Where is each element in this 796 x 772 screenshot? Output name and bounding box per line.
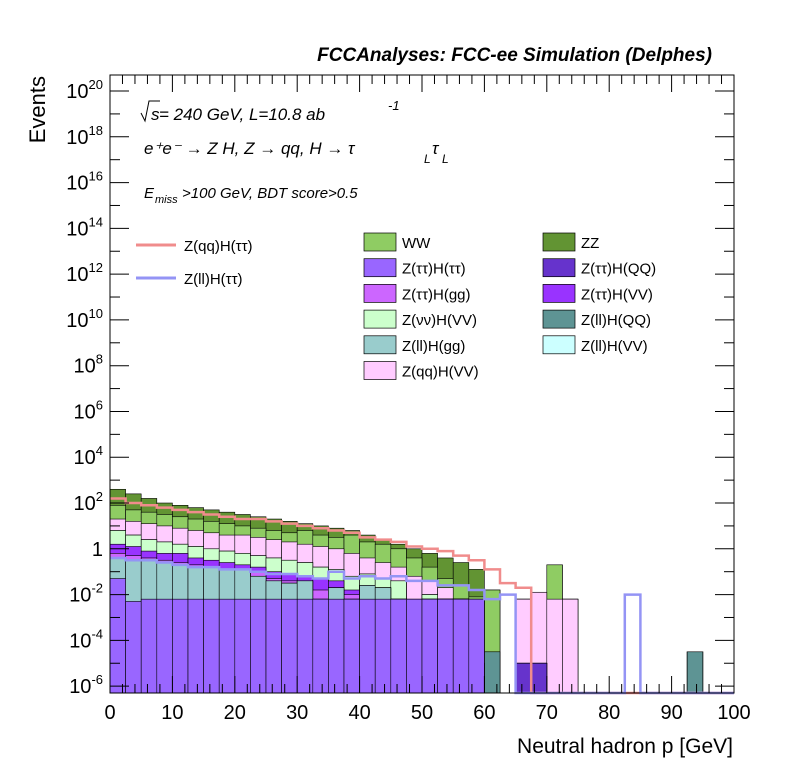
legend-fill-swatch xyxy=(542,284,576,303)
y-tick-label: 108 xyxy=(74,352,103,378)
legend-fill-swatch xyxy=(363,258,397,278)
stack-bar xyxy=(343,598,360,694)
y-tick-label: 106 xyxy=(74,397,103,423)
y-tick-label: 1 xyxy=(92,539,103,561)
legend-fill-swatch xyxy=(363,232,397,252)
annotation-lumi-exponent: -1 xyxy=(388,98,400,113)
legend-fill-swatch xyxy=(363,361,397,380)
x-tick-label: 80 xyxy=(598,702,620,724)
y-tick-label: 102 xyxy=(74,489,103,515)
stack-bar xyxy=(484,651,501,694)
y-tick-label: 1010 xyxy=(66,306,103,332)
stack-bar xyxy=(156,598,173,694)
stacked-histograms xyxy=(109,488,704,694)
legend-fill-label: WW xyxy=(402,235,431,252)
stack-bar xyxy=(234,598,251,694)
y-tick-label: 1020 xyxy=(66,77,103,103)
legend-fill-label: Z(qq)H(VV) xyxy=(402,364,479,381)
stack-bar xyxy=(203,598,220,694)
x-tick-label: 40 xyxy=(348,702,370,724)
y-tick-label: 1018 xyxy=(66,123,103,149)
x-tick-label: 0 xyxy=(104,702,115,724)
annotation-process-text: e⁺e⁻ → Z H, Z → qq, H → τ xyxy=(144,139,356,158)
stack-bar xyxy=(125,601,142,694)
x-tick-label: 30 xyxy=(286,702,308,724)
stack-bar xyxy=(562,598,579,694)
annotation-energy-text: = 240 GeV, L=10.8 ab xyxy=(159,105,325,124)
annotation-selection-text: >100 GeV, BDT score>0.5 xyxy=(182,185,358,202)
legend-fill-label: Z(ττ)H(VV) xyxy=(581,286,653,303)
stack-bar xyxy=(686,651,704,694)
legend-line-label: Z(qq)H(ττ) xyxy=(184,238,253,255)
legend-fill-swatch xyxy=(542,232,576,252)
stack-bar xyxy=(109,578,126,694)
stack-bar xyxy=(374,598,392,694)
y-tick-label: 10-6 xyxy=(69,672,103,698)
axis-ticks: 0 10 20 30 40 50 60 70 80 90 10010-610-410-2110210… xyxy=(66,75,751,724)
stack-bar xyxy=(218,598,236,694)
annotation-emiss-subscript: miss xyxy=(155,194,178,206)
stack-bar xyxy=(172,598,189,694)
y-tick-label: 1012 xyxy=(66,260,103,286)
chart-title: FCCAnalyses: FCC-ee Simulation (Delphes) xyxy=(317,45,712,66)
stack-bar xyxy=(281,598,298,694)
x-tick-label: 10 xyxy=(161,702,183,724)
legend-fill-label: Z(νν)H(VV) xyxy=(402,312,477,329)
stack-bar xyxy=(437,598,454,694)
stack-bar xyxy=(468,598,485,694)
stack-bar xyxy=(296,598,314,694)
annotation-process: e⁺e⁻ → Z H, Z → qq, H → τ L τ L xyxy=(144,139,449,166)
stack-bar xyxy=(250,598,267,694)
y-tick-label: 104 xyxy=(74,443,103,469)
legend-fill-swatch xyxy=(363,284,397,303)
legend-fill-label: Z(ττ)H(QQ) xyxy=(581,261,656,278)
y-tick-label: 1014 xyxy=(66,214,103,240)
x-tick-label: 90 xyxy=(660,702,682,724)
legend-fill-label: Z(ττ)H(ττ) xyxy=(402,261,466,278)
x-axis-label: Neutral hadron p [GeV] xyxy=(517,735,733,758)
x-tick-label: 100 xyxy=(717,702,750,724)
legend-fill-swatch xyxy=(542,258,576,278)
annotation-energy-lumi: s = 240 GeV, L=10.8 ab -1 xyxy=(140,98,400,124)
annotation-tau1-subscript: L xyxy=(424,152,431,166)
legend-fill-swatch xyxy=(363,309,397,329)
stack-bar xyxy=(359,598,376,694)
legend: Z(qq)H(ττ) Z(ll)H(ττ) WW ZZ Z(ττ)H(ττ) Z(ττ)H… xyxy=(136,232,656,381)
annotation-tau2-subscript: L xyxy=(442,152,449,166)
y-tick-label: 1016 xyxy=(66,169,103,195)
stack-bar xyxy=(328,598,345,694)
legend-fill-swatch xyxy=(363,335,397,355)
stack-bar xyxy=(406,598,423,694)
stack-bar xyxy=(140,598,158,694)
legend-line-label: Z(ll)H(ττ) xyxy=(184,271,243,288)
stack-bar xyxy=(421,598,438,694)
x-tick-label: 50 xyxy=(411,702,433,724)
legend-fill-swatch xyxy=(542,309,576,329)
legend-fill-swatch xyxy=(542,335,576,355)
annotation-selection: E miss >100 GeV, BDT score>0.5 xyxy=(144,185,358,206)
x-tick-label: 20 xyxy=(224,702,246,724)
stack-bar xyxy=(265,598,282,694)
stack-bar xyxy=(187,598,204,694)
annotation-tau2: τ xyxy=(432,139,440,158)
annotation-emiss-e: E xyxy=(144,185,155,202)
stack-bar xyxy=(390,598,407,694)
stack-bar xyxy=(546,598,563,694)
stack-bar xyxy=(515,662,532,694)
y-tick-label: 10-4 xyxy=(69,626,103,652)
legend-fill-label: ZZ xyxy=(581,235,599,252)
legend-fill-label: Z(ll)H(VV) xyxy=(581,338,648,355)
x-tick-label: 70 xyxy=(536,702,558,724)
legend-fill-label: Z(ll)H(QQ) xyxy=(581,312,651,329)
legend-fill-label: Z(ll)H(gg) xyxy=(402,338,465,355)
stack-bar xyxy=(312,598,329,694)
stack-bar xyxy=(530,662,548,694)
x-tick-label: 60 xyxy=(473,702,495,724)
y-axis-label: Events xyxy=(25,76,50,143)
legend-fill-label: Z(ττ)H(gg) xyxy=(402,286,471,303)
y-tick-label: 10-2 xyxy=(69,581,103,607)
stack-bar xyxy=(452,598,470,694)
annotation-sqrt-s: s xyxy=(151,105,160,124)
